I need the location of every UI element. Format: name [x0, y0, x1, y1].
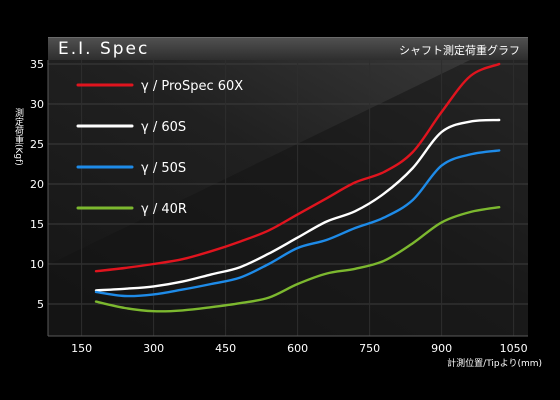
x-axis-label: 計測位置/Tipより(mm): [447, 359, 542, 369]
x-tick-label: 150: [71, 342, 92, 355]
y-tick-label: 5: [37, 298, 44, 311]
y-tick-label: 35: [30, 58, 44, 71]
plot-diagonal-band: [48, 60, 528, 336]
y-tick-label: 10: [30, 258, 44, 271]
legend-label-2: γ / 60S: [141, 120, 186, 135]
series-line-4: [94, 206, 501, 313]
y-tick-label: 25: [30, 138, 44, 151]
y-tick-label: 20: [30, 178, 44, 191]
chart-title: E.I. Spec: [58, 39, 150, 59]
legend-label-3: γ / 50S: [141, 161, 186, 176]
y-axis-label: 測定荷重(Kgf): [13, 108, 23, 166]
y-tick-label: 15: [30, 218, 44, 231]
y-tick-label: 30: [30, 98, 44, 111]
x-tick-label: 900: [431, 342, 452, 355]
x-tick-label: 300: [143, 342, 164, 355]
legend-label-4: γ / 40R: [141, 202, 187, 217]
header-bar: E.I. Spec シャフト測定荷重グラフ: [48, 37, 528, 60]
legend: γ / ProSpec 60X γ / 60S γ / 50S γ / 40R: [76, 79, 243, 217]
axes: 5 10 15 20 25 30 35 150 300 450 600 750 900 1050: [30, 58, 528, 355]
x-tick-label: 750: [359, 342, 380, 355]
x-tick-label: 1050: [500, 342, 528, 355]
legend-label-1: γ / ProSpec 60X: [141, 79, 243, 94]
x-tick-label: 450: [215, 342, 236, 355]
series-line-2: [94, 118, 501, 292]
series-line-3: [94, 149, 501, 298]
x-tick-label: 600: [287, 342, 308, 355]
series-line-1: [94, 62, 501, 273]
chart-subtitle: シャフト測定荷重グラフ: [399, 44, 520, 57]
series-lines: [94, 62, 501, 313]
